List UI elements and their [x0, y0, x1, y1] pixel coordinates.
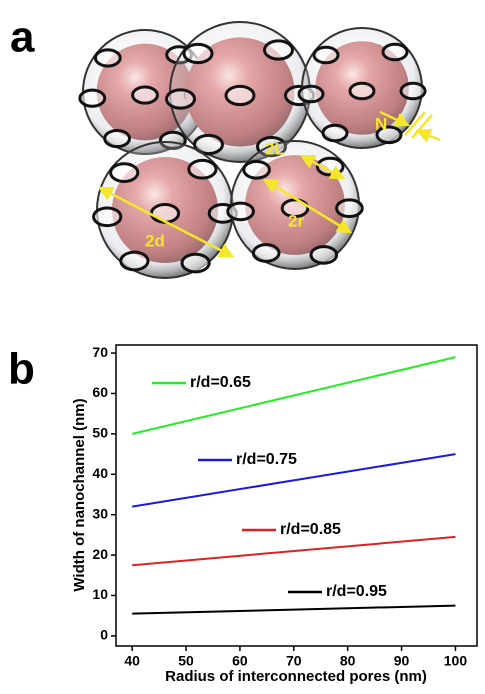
window: [184, 44, 212, 62]
window: [299, 86, 323, 102]
window: [337, 200, 363, 217]
window: [244, 161, 270, 178]
window: [121, 252, 148, 270]
window: [228, 203, 254, 220]
window: [401, 83, 425, 99]
x-tick-label: 80: [340, 653, 356, 669]
legend-label: r/d=0.65: [190, 374, 251, 391]
window: [151, 205, 178, 223]
y-tick-label: 50: [92, 425, 108, 441]
window: [95, 50, 120, 66]
window: [80, 90, 105, 106]
y-axis-label: Width of nanochannel (nm): [71, 398, 88, 591]
window: [265, 41, 293, 59]
arrow: [418, 131, 440, 140]
window: [182, 254, 209, 272]
x-tick-label: 60: [232, 653, 248, 669]
window: [226, 86, 254, 104]
x-tick-label: 40: [124, 653, 140, 669]
window: [383, 44, 407, 60]
figure: a N 2L 2r 2d b Radius of interconnected …: [0, 0, 485, 689]
y-tick-label: 0: [100, 627, 108, 643]
y-tick-label: 20: [92, 546, 108, 562]
legend-label: r/d=0.95: [326, 583, 387, 600]
plot-frame: [116, 345, 477, 646]
series-line: [132, 537, 455, 565]
annotation: 2r: [288, 211, 304, 230]
series-line: [132, 606, 455, 614]
panel-label: a: [10, 13, 35, 62]
y-tick-label: 40: [92, 465, 108, 481]
window: [350, 83, 374, 99]
series-line: [132, 357, 455, 434]
window: [94, 208, 121, 226]
x-tick-label: 70: [286, 653, 302, 669]
y-tick-label: 70: [92, 344, 108, 360]
window: [133, 87, 158, 103]
y-tick-label: 10: [92, 586, 108, 602]
x-tick-label: 90: [394, 653, 410, 669]
window: [311, 247, 337, 264]
annotation: 2d: [145, 231, 165, 250]
window: [167, 90, 195, 108]
y-tick-label: 30: [92, 505, 108, 521]
window: [111, 164, 138, 182]
window: [189, 160, 216, 178]
window: [314, 47, 338, 63]
legend-label: r/d=0.75: [236, 451, 297, 468]
annotation: 2L: [265, 139, 285, 158]
x-tick-label: 100: [444, 653, 468, 669]
x-axis-label: Radius of interconnected pores (nm): [165, 668, 427, 685]
panel-label: b: [8, 345, 35, 394]
window: [105, 130, 130, 146]
window: [323, 125, 347, 141]
x-tick-label: 50: [178, 653, 194, 669]
y-tick-label: 60: [92, 384, 108, 400]
illustration: [80, 22, 425, 278]
legend-label: r/d=0.85: [280, 521, 341, 538]
window: [253, 245, 279, 262]
annotation: N: [375, 114, 387, 133]
